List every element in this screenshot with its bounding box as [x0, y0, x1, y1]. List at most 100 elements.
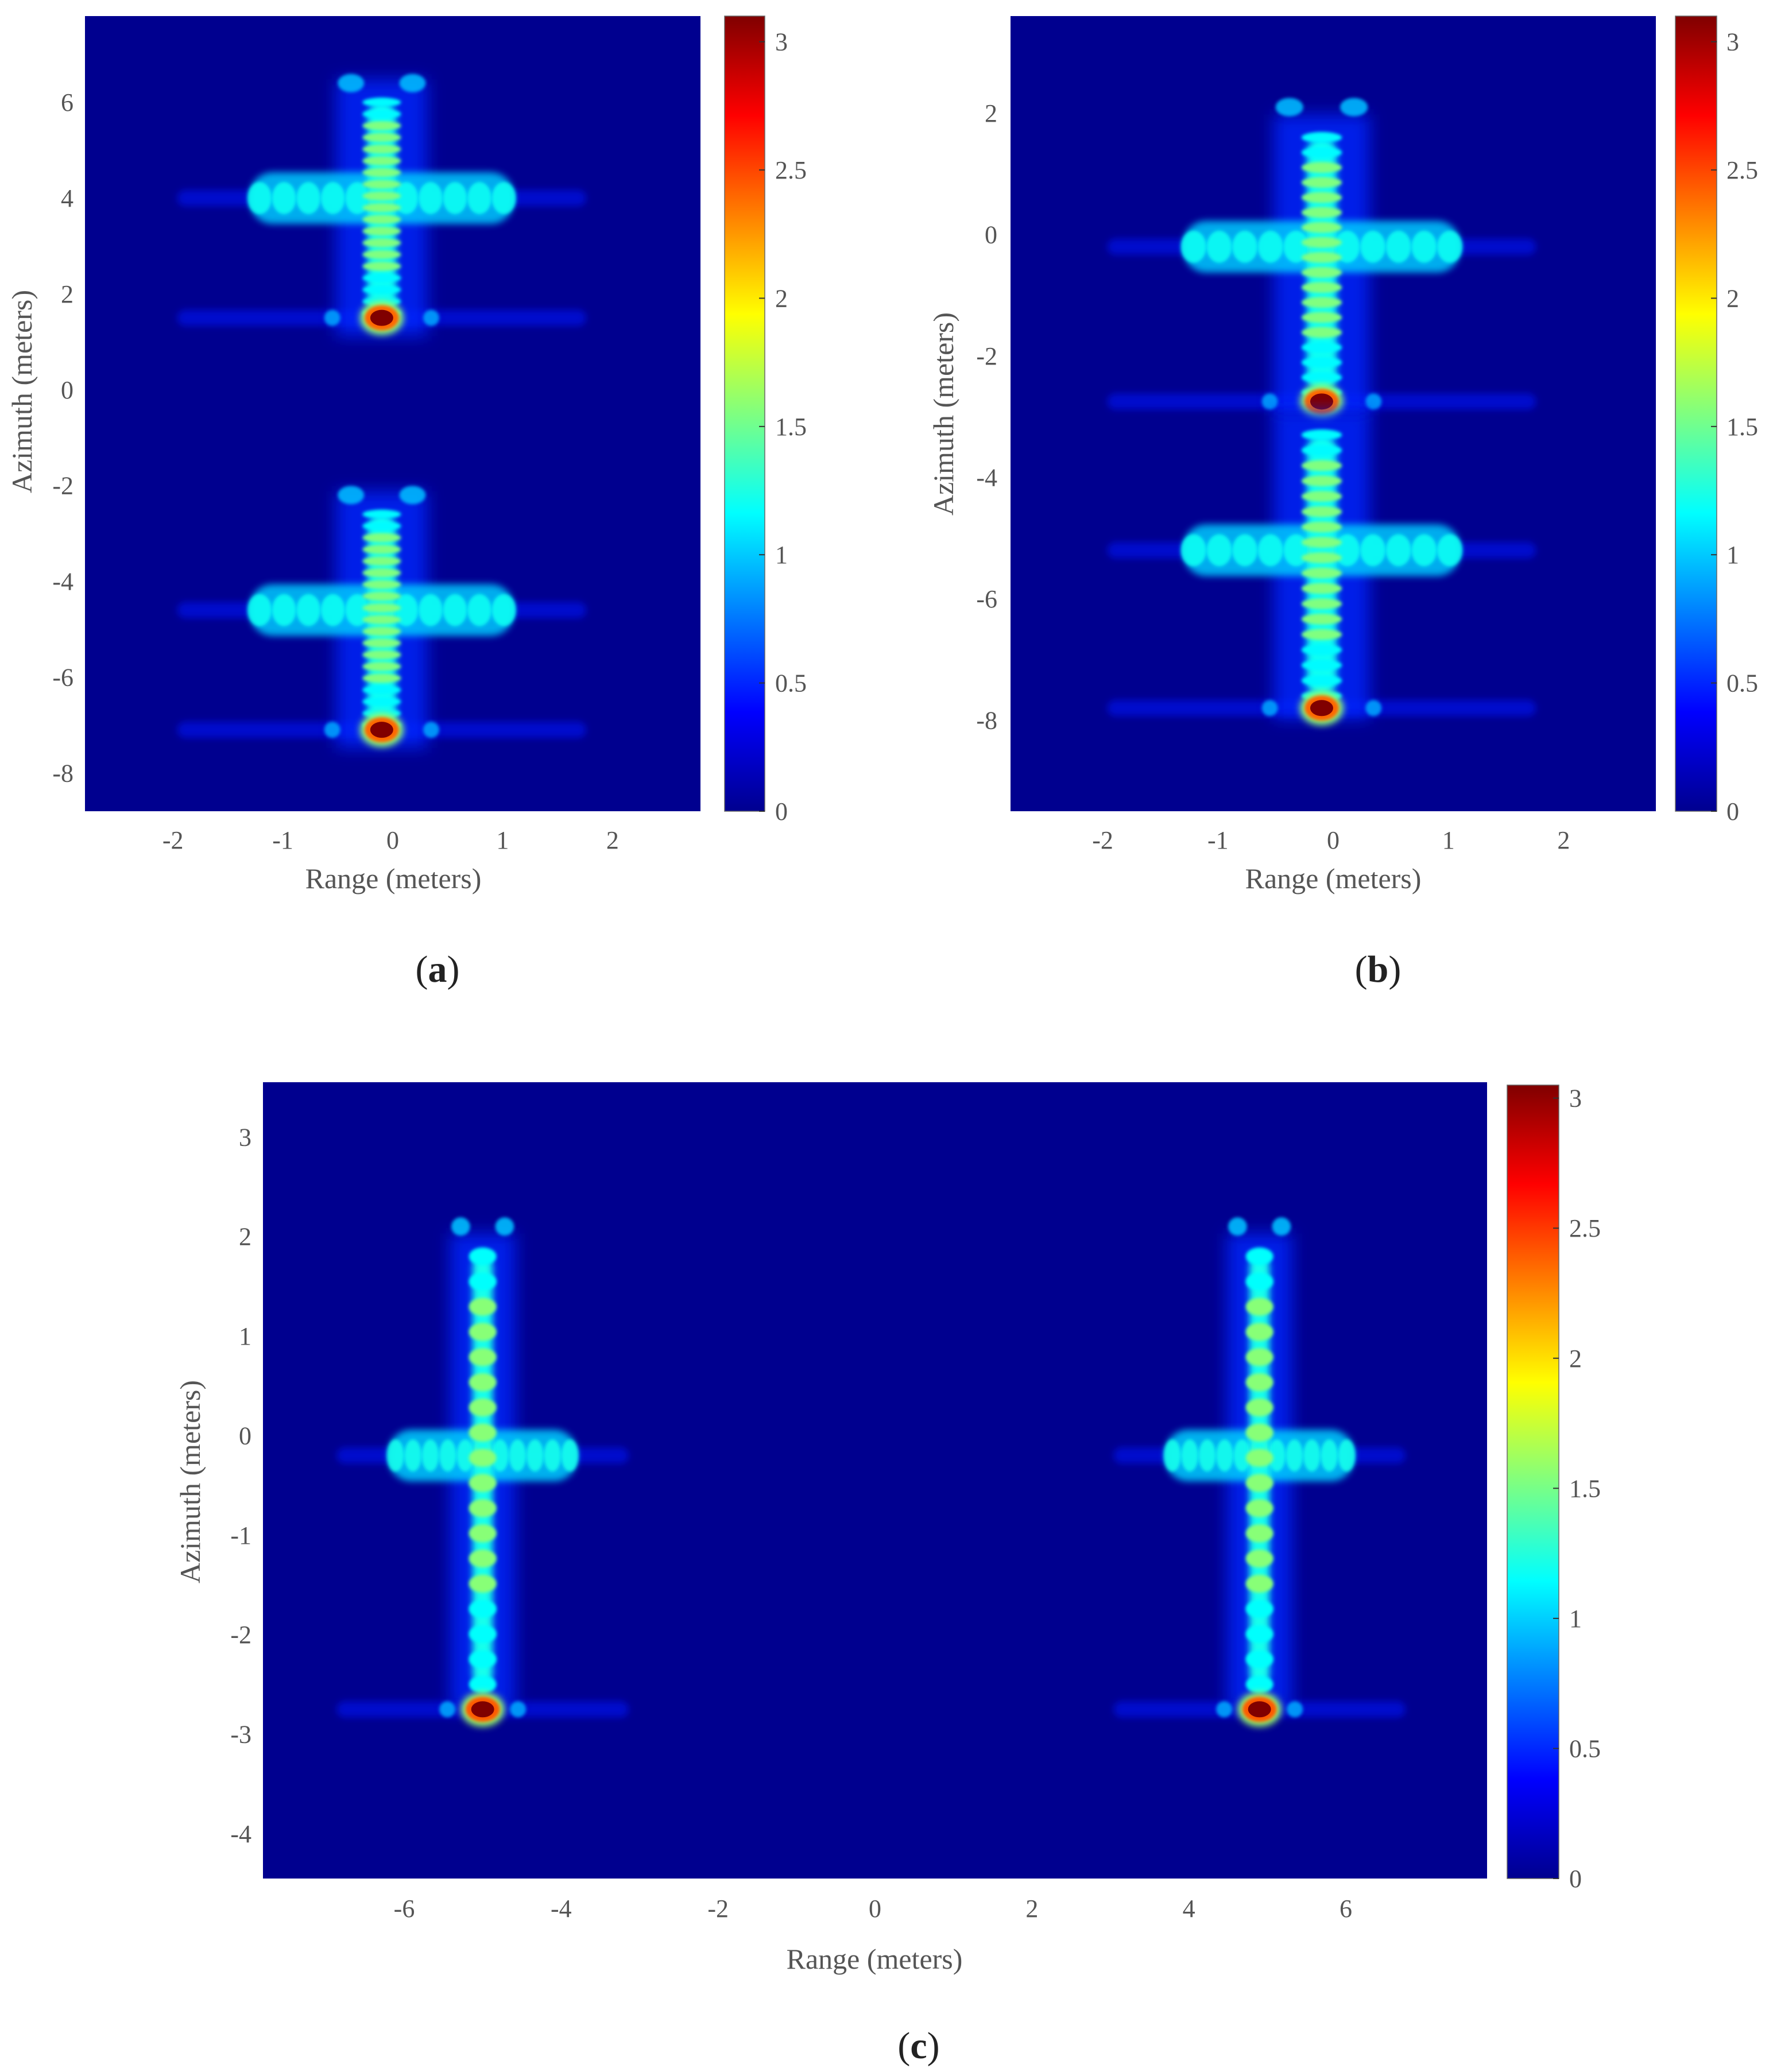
stem-scatterer: [1245, 1298, 1273, 1316]
stem-scatterer: [1301, 490, 1342, 502]
stem-scatterer: [1301, 675, 1342, 686]
arm-scatterer: [421, 1439, 439, 1472]
stem-scatterer: [1301, 613, 1342, 625]
stem-scatterer: [362, 109, 401, 119]
stem-scatterer: [362, 168, 401, 177]
cross-stem: [472, 1256, 493, 1684]
arm-scatterer: [1206, 534, 1232, 567]
arm-scatterer: [1334, 230, 1360, 263]
y-tick-label: 0: [985, 221, 997, 249]
arm-scatterer: [561, 1439, 579, 1472]
arm-scatterer: [320, 594, 345, 626]
stem-scatterer: [1301, 598, 1342, 610]
arm-scatterer: [1303, 1439, 1321, 1472]
y-tick-label: 2: [239, 1223, 251, 1251]
arm-scatterer: [1360, 534, 1386, 567]
arm-scatterer: [1360, 230, 1386, 263]
y-tick-label: -2: [230, 1621, 251, 1649]
stem-scatterer: [1245, 1625, 1273, 1643]
stem-scatterer: [362, 650, 401, 660]
arm-scatterer: [1286, 1439, 1303, 1472]
stem-scatterer: [469, 1449, 497, 1467]
arm-scatterer: [1283, 230, 1309, 263]
ear-scatterer: [399, 486, 426, 505]
stem-scatterer: [469, 1323, 497, 1341]
panel-c: -6 -4 -2 0 2 4 6 -4 -3 -2 -1 0 1 2 3 0 0.5 1 1.5 2 2.5 3 Ra…: [174, 1082, 1601, 2067]
arm-scatterer: [467, 594, 492, 626]
ear-scatterer: [338, 73, 365, 92]
stem-scatterer: [1245, 1599, 1273, 1618]
arm-scatterer: [1321, 1439, 1338, 1472]
plot-area-b: [1011, 16, 1656, 811]
arm-scatterer: [1257, 534, 1283, 567]
peak-side-scatterer: [1287, 1701, 1303, 1718]
cross-stem: [1306, 137, 1337, 393]
colorbar-tick-label: 1: [1569, 1605, 1582, 1633]
stem-scatterer: [1301, 207, 1342, 218]
ear-scatterer: [338, 486, 365, 505]
colorbar-tick-label: 3: [775, 28, 788, 56]
arm-scatterer: [247, 182, 272, 215]
panel-a: -2 -1 0 1 2 -8 -6 -4 -2 0 2 4 6 0 0.5 1 1.5 2 2.5 3 Range…: [6, 16, 807, 990]
x-axis-label-b: Range (meters): [1245, 862, 1422, 894]
stem-scatterer: [1245, 1398, 1273, 1417]
arm-scatterer: [491, 182, 516, 215]
stem-scatterer: [362, 568, 401, 578]
stem-scatterer: [1301, 192, 1342, 203]
x-tick-label: 1: [496, 826, 509, 854]
y-tick-label: -6: [976, 585, 997, 613]
stem-scatterer: [469, 1474, 497, 1492]
stem-scatterer: [1301, 567, 1342, 579]
arm-scatterer: [1338, 1439, 1356, 1472]
stem-scatterer: [469, 1499, 497, 1517]
stem-scatterer: [1301, 506, 1342, 517]
cross-stem: [1306, 435, 1337, 696]
panel-caption-letter-b: b: [1368, 948, 1389, 990]
colorbar-tick-label: 0.5: [1569, 1734, 1601, 1763]
stem-scatterer: [1245, 1272, 1273, 1291]
stem-scatterer: [469, 1423, 497, 1442]
arm-scatterer: [296, 594, 321, 626]
colorbar-b: [1675, 16, 1717, 812]
ear-scatterer: [1272, 1217, 1291, 1236]
stem-scatterer: [469, 1625, 497, 1643]
peak-side-scatterer: [324, 722, 340, 738]
stem-scatterer: [1245, 1550, 1273, 1568]
y-tick-label: -4: [230, 1820, 251, 1848]
colorbar-tick-label: 1.5: [775, 413, 807, 441]
plot-area-a: [85, 16, 700, 811]
arm-scatterer: [386, 1439, 404, 1472]
peak-point-target: [1299, 691, 1344, 726]
colorbar-tick-label: 2: [775, 284, 788, 312]
colorbar-tick-label: 0: [775, 797, 788, 826]
stem-scatterer: [469, 1574, 497, 1593]
colorbar-tick-label: 3: [1726, 28, 1739, 56]
arm-scatterer: [1411, 230, 1437, 263]
ear-scatterer: [399, 73, 426, 92]
y-axis-label-c: Azimuth (meters): [174, 1380, 206, 1583]
x-ticks-c: -6 -4 -2 0 2 4 6: [394, 1895, 1352, 1923]
stem-scatterer: [1301, 147, 1342, 158]
stem-scatterer: [1245, 1474, 1273, 1492]
peak-side-scatterer: [1261, 393, 1278, 410]
heatmap-content: [177, 73, 586, 748]
arm-scatterer: [491, 1439, 509, 1472]
stem-scatterer: [1245, 1524, 1273, 1543]
y-tick-label: -8: [52, 759, 73, 787]
peak-point-target: [359, 300, 404, 335]
stem-scatterer: [1245, 1323, 1273, 1341]
arm-scatterer: [1180, 534, 1206, 567]
heatmap-content: [1107, 98, 1536, 726]
arm-scatterer: [1268, 1439, 1286, 1472]
colorbar-tick-label: 3: [1569, 1085, 1582, 1113]
stem-scatterer: [362, 580, 401, 590]
x-ticks-b: -2 -1 0 1 2: [1092, 826, 1570, 854]
stem-scatterer: [362, 191, 401, 201]
stem-scatterer: [362, 250, 401, 260]
stem-scatterer: [1245, 1373, 1273, 1392]
arm-scatterer: [509, 1439, 527, 1472]
stem-scatterer: [362, 156, 401, 166]
stem-scatterer: [362, 615, 401, 625]
target-b-1: [1107, 98, 1536, 419]
stem-scatterer: [1301, 282, 1342, 293]
